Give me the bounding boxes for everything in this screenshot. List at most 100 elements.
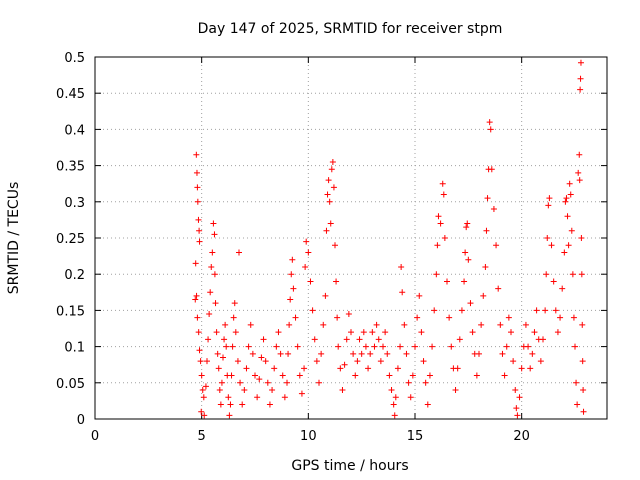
- data-point: [412, 343, 418, 350]
- data-point: [377, 358, 384, 365]
- data-point: [462, 249, 469, 256]
- data-point: [215, 365, 222, 372]
- data-point: [480, 292, 487, 299]
- data-point: [245, 343, 252, 350]
- data-point: [192, 296, 199, 303]
- data-point: [422, 379, 429, 386]
- data-point: [407, 394, 414, 401]
- x-tick-label: 5: [198, 429, 206, 444]
- data-point: [322, 292, 329, 299]
- data-point: [197, 358, 204, 365]
- data-point: [497, 321, 504, 328]
- data-point: [345, 311, 352, 318]
- data-point: [505, 314, 512, 321]
- data-point: [572, 343, 578, 350]
- data-point: [200, 394, 207, 401]
- data-point: [286, 321, 293, 328]
- data-point: [196, 238, 203, 245]
- data-point: [220, 354, 226, 361]
- data-point: [557, 314, 564, 321]
- data-points: [192, 59, 587, 419]
- data-point: [580, 387, 587, 394]
- data-point: [446, 314, 453, 321]
- y-tick-label: 0.1: [64, 341, 85, 356]
- data-point: [533, 307, 540, 314]
- data-point: [542, 307, 549, 314]
- data-point: [209, 249, 216, 256]
- data-point: [294, 343, 301, 350]
- y-tick-label: 0.25: [56, 232, 85, 247]
- data-point: [437, 220, 444, 227]
- data-point: [559, 285, 566, 292]
- data-point: [431, 307, 438, 314]
- data-point: [292, 314, 299, 321]
- data-point: [484, 195, 491, 202]
- data-point: [518, 365, 525, 372]
- data-point: [298, 390, 305, 397]
- data-point: [335, 343, 342, 350]
- data-point: [273, 343, 280, 350]
- data-point: [458, 307, 465, 314]
- data-point: [552, 307, 559, 314]
- data-point: [213, 329, 220, 336]
- data-point: [318, 350, 325, 357]
- data-point: [307, 278, 314, 285]
- data-point: [230, 314, 237, 321]
- data-point: [328, 166, 335, 173]
- data-point: [194, 198, 201, 205]
- x-tick-label: 15: [407, 429, 424, 444]
- data-point: [548, 242, 555, 249]
- data-point: [193, 151, 200, 158]
- data-point: [287, 296, 294, 303]
- data-point: [236, 249, 242, 256]
- data-point: [330, 184, 337, 191]
- data-point: [580, 408, 587, 415]
- data-point: [529, 350, 536, 357]
- data-point: [289, 256, 296, 263]
- data-point: [433, 271, 440, 278]
- grid: [95, 57, 607, 419]
- data-point: [352, 372, 359, 379]
- data-point: [578, 271, 585, 278]
- data-point: [356, 336, 363, 343]
- data-point: [399, 289, 406, 296]
- data-point: [375, 336, 382, 343]
- data-point: [323, 227, 330, 234]
- data-point: [544, 235, 551, 241]
- y-tick-label: 0.35: [56, 160, 85, 175]
- data-point: [384, 350, 391, 357]
- data-point: [198, 372, 205, 379]
- data-point: [391, 412, 398, 419]
- x-tick-label: 10: [300, 429, 317, 444]
- data-point: [199, 387, 206, 394]
- data-point: [392, 394, 399, 401]
- data-point: [490, 206, 497, 213]
- data-point: [527, 365, 534, 372]
- data-point: [577, 59, 584, 66]
- axis-ticks: [94, 56, 607, 420]
- data-point: [290, 285, 297, 292]
- data-point: [386, 372, 393, 379]
- data-point: [193, 292, 200, 299]
- data-point: [564, 213, 571, 220]
- data-point: [537, 358, 544, 365]
- data-point: [456, 336, 463, 343]
- data-point: [563, 195, 570, 202]
- data-point: [252, 372, 258, 379]
- data-point: [222, 321, 229, 328]
- data-point: [279, 372, 286, 379]
- y-tick-label: 0.2: [64, 268, 85, 283]
- data-point: [229, 343, 236, 350]
- data-point: [397, 343, 404, 350]
- data-point: [214, 350, 221, 357]
- data-point: [579, 358, 586, 365]
- data-point: [237, 379, 244, 386]
- data-point: [525, 343, 532, 350]
- data-point: [269, 387, 276, 394]
- data-point: [464, 220, 471, 227]
- data-point: [205, 336, 212, 343]
- data-point: [467, 300, 474, 307]
- data-point: [329, 158, 336, 165]
- data-point: [305, 249, 312, 256]
- data-point: [579, 321, 586, 328]
